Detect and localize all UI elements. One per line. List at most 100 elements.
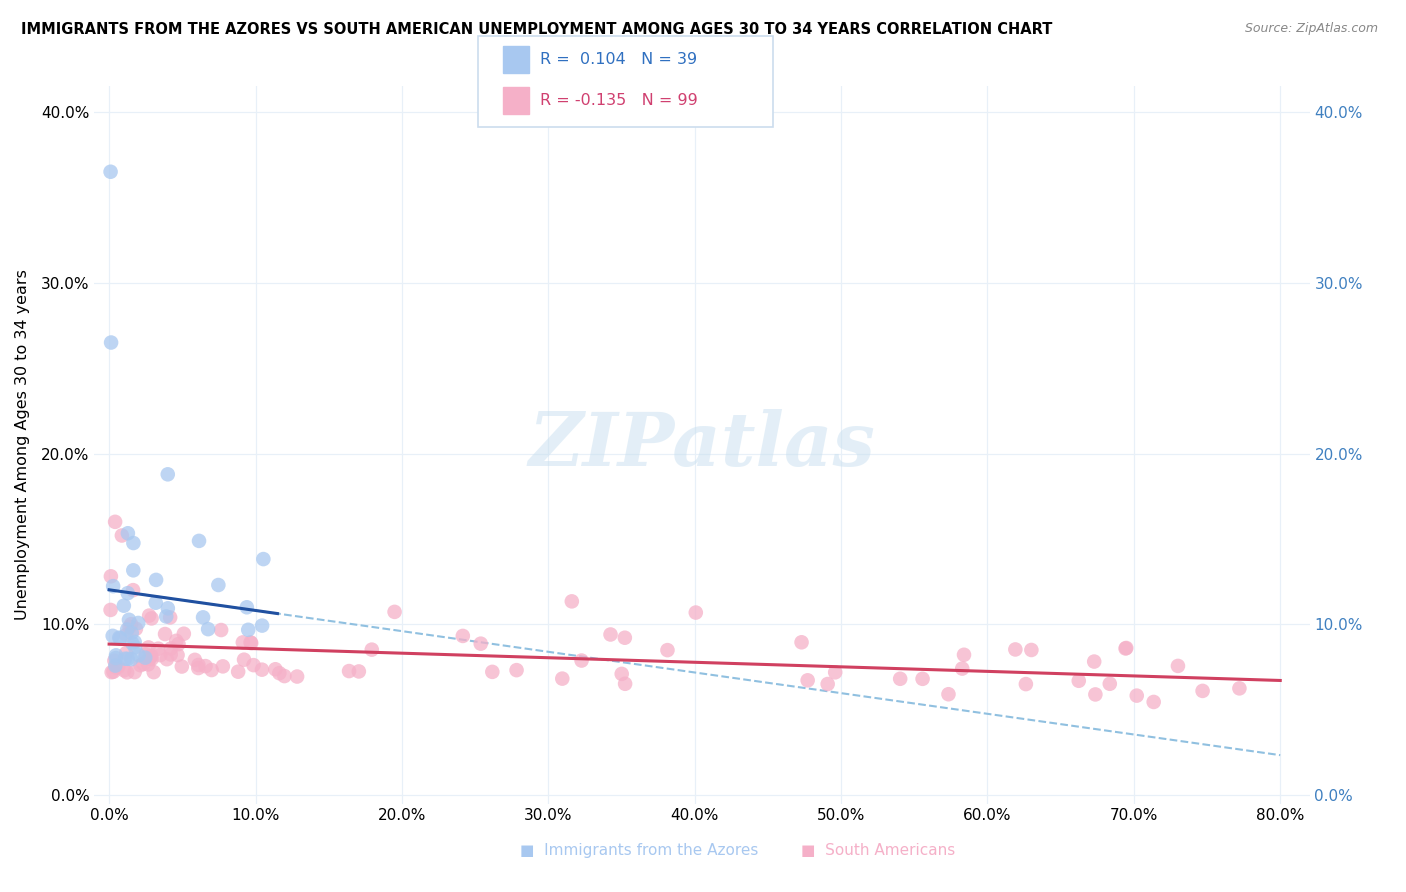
Point [145, 573, 167, 587]
Point [938, 687, 960, 701]
Point [121, 626, 143, 640]
Point [1115, 641, 1137, 656]
Point [953, 648, 976, 662]
Y-axis label: Unemployment Among Ages 30 to 34 years: Unemployment Among Ages 30 to 34 years [15, 269, 30, 621]
Point [451, 629, 474, 643]
Point [1143, 695, 1166, 709]
Point [599, 627, 621, 641]
Point [122, 563, 145, 577]
Point [138, 608, 160, 623]
Point [115, 628, 138, 642]
Point [790, 635, 813, 649]
Point [1084, 688, 1107, 702]
Text: ■  Immigrants from the Azores: ■ Immigrants from the Azores [520, 843, 759, 858]
Point [191, 610, 214, 624]
Text: Source: ZipAtlas.com: Source: ZipAtlas.com [1244, 22, 1378, 36]
Point [112, 664, 135, 678]
Point [115, 646, 138, 660]
Point [1191, 684, 1213, 698]
Text: ■  South Americans: ■ South Americans [801, 843, 956, 858]
Point [160, 641, 183, 656]
Point [360, 642, 382, 657]
Point [236, 600, 259, 615]
Point [1098, 677, 1121, 691]
Point [167, 637, 190, 651]
Point [127, 615, 149, 630]
Point [103, 654, 125, 668]
Point [107, 659, 129, 673]
Point [165, 633, 187, 648]
Point [470, 637, 492, 651]
Point [155, 609, 177, 624]
Point [187, 661, 209, 675]
Point [505, 663, 527, 677]
Point [187, 658, 209, 673]
Point [610, 666, 633, 681]
Point [1004, 642, 1026, 657]
Point [211, 659, 233, 673]
Point [166, 648, 188, 662]
Point [1229, 681, 1251, 696]
Point [184, 653, 207, 667]
Point [117, 526, 139, 541]
Point [136, 657, 159, 672]
Point [269, 666, 291, 681]
Point [657, 643, 679, 657]
Point [101, 579, 124, 593]
Point [159, 648, 181, 662]
Point [170, 659, 193, 673]
Point [347, 665, 370, 679]
Point [239, 635, 262, 649]
Point [159, 610, 181, 624]
Point [551, 672, 574, 686]
Point [250, 618, 273, 632]
Text: IMMIGRANTS FROM THE AZORES VS SOUTH AMERICAN UNEMPLOYMENT AMONG AGES 30 TO 34 YE: IMMIGRANTS FROM THE AZORES VS SOUTH AMER… [21, 22, 1053, 37]
Point [103, 665, 125, 679]
Point [104, 658, 127, 673]
Point [141, 652, 163, 666]
Point [207, 578, 229, 592]
Point [141, 648, 163, 663]
Point [889, 672, 911, 686]
Point [209, 623, 232, 637]
Point [1067, 673, 1090, 688]
Point [238, 623, 260, 637]
Point [194, 659, 217, 673]
Point [145, 596, 167, 610]
Point [613, 631, 636, 645]
Point [188, 533, 211, 548]
Point [117, 652, 139, 666]
Point [197, 622, 219, 636]
Point [149, 648, 172, 662]
Point [273, 669, 295, 683]
Point [250, 663, 273, 677]
Point [120, 652, 142, 666]
Point [252, 552, 274, 566]
Text: R = -0.135   N = 99: R = -0.135 N = 99 [540, 94, 697, 108]
Point [201, 663, 224, 677]
Text: ZIPatlas: ZIPatlas [529, 409, 876, 482]
Point [115, 623, 138, 637]
Point [285, 669, 308, 683]
Point [118, 620, 141, 634]
Point [142, 665, 165, 680]
Point [100, 335, 122, 350]
Point [141, 611, 163, 625]
Point [911, 672, 934, 686]
Point [120, 617, 142, 632]
Point [685, 606, 707, 620]
Point [117, 586, 139, 600]
Point [101, 629, 124, 643]
Point [824, 665, 846, 680]
Point [138, 651, 160, 665]
Point [481, 665, 503, 679]
Point [100, 603, 122, 617]
Point [108, 631, 131, 645]
Point [571, 654, 593, 668]
Point [233, 653, 256, 667]
Point [232, 635, 254, 649]
Point [124, 640, 146, 655]
Point [134, 650, 156, 665]
Point [105, 648, 128, 663]
Point [226, 665, 249, 679]
